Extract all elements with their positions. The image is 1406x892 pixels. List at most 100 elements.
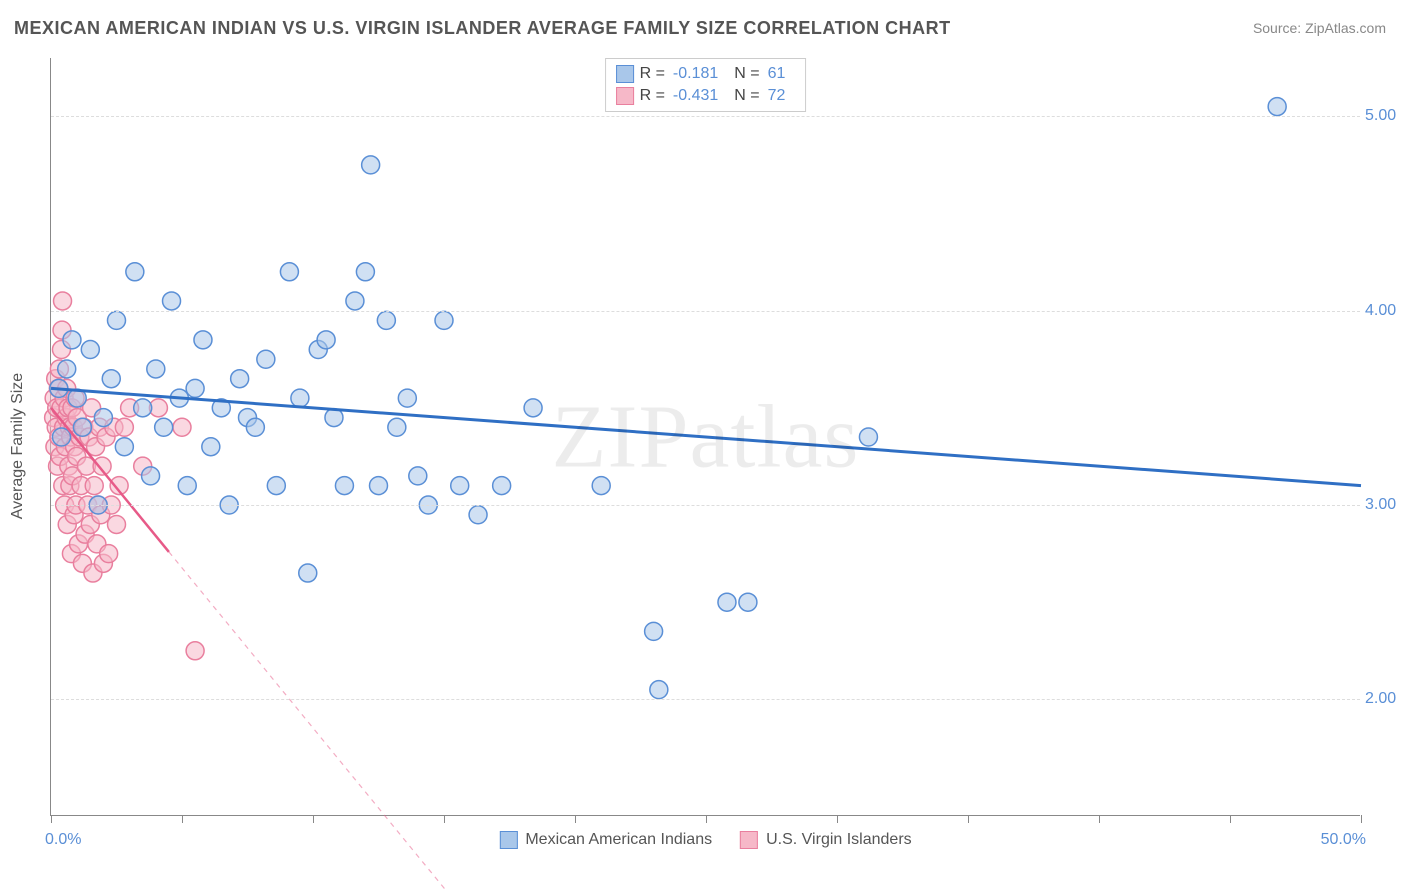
scatter-point — [63, 331, 81, 349]
stats-legend: R = -0.181 N = 61 R = -0.431 N = 72 — [605, 58, 807, 112]
y-tick-label: 3.00 — [1365, 496, 1406, 514]
y-axis-title: Average Family Size — [9, 373, 27, 519]
swatch-series-2b-icon — [740, 831, 758, 849]
r-value-2: -0.431 — [673, 85, 718, 107]
scatter-point — [202, 438, 220, 456]
legend-label-2: U.S. Virgin Islanders — [766, 831, 912, 849]
scatter-point — [493, 477, 511, 495]
scatter-point — [54, 292, 72, 310]
scatter-point — [163, 292, 181, 310]
scatter-point — [85, 477, 103, 495]
scatter-point — [409, 467, 427, 485]
scatter-point — [115, 438, 133, 456]
scatter-point — [147, 360, 165, 378]
x-tick — [1230, 815, 1231, 823]
scatter-point — [377, 311, 395, 329]
scatter-point — [100, 545, 118, 563]
scatter-point — [370, 477, 388, 495]
scatter-point — [93, 457, 111, 475]
scatter-point — [155, 418, 173, 436]
x-axis-min-label: 0.0% — [45, 831, 81, 849]
x-tick — [444, 815, 445, 823]
x-tick — [706, 815, 707, 823]
scatter-point — [362, 156, 380, 174]
scatter-point — [435, 311, 453, 329]
series-legend: Mexican American Indians U.S. Virgin Isl… — [499, 831, 911, 849]
scatter-point — [280, 263, 298, 281]
plot-svg — [51, 58, 1360, 815]
scatter-point — [592, 477, 610, 495]
x-tick — [837, 815, 838, 823]
scatter-point — [524, 399, 542, 417]
x-tick — [968, 815, 969, 823]
gridline-h — [51, 505, 1360, 506]
trend-line-extrapolated — [169, 552, 497, 892]
x-tick — [575, 815, 576, 823]
scatter-point — [108, 311, 126, 329]
scatter-point — [267, 477, 285, 495]
scatter-point — [58, 360, 76, 378]
legend-item-1: Mexican American Indians — [499, 831, 712, 849]
n-value-1: 61 — [768, 63, 786, 85]
legend-item-2: U.S. Virgin Islanders — [740, 831, 912, 849]
scatter-point — [451, 477, 469, 495]
x-tick — [51, 815, 52, 823]
chart-title: MEXICAN AMERICAN INDIAN VS U.S. VIRGIN I… — [14, 18, 951, 39]
y-tick-label: 5.00 — [1365, 107, 1406, 125]
scatter-point — [650, 681, 668, 699]
scatter-point — [859, 428, 877, 446]
scatter-point — [52, 428, 70, 446]
plot-area: ZIPatlas R = -0.181 N = 61 R = -0.431 N … — [50, 58, 1360, 816]
scatter-point — [257, 350, 275, 368]
x-tick — [1361, 815, 1362, 823]
swatch-series-1b-icon — [499, 831, 517, 849]
scatter-point — [231, 370, 249, 388]
gridline-h — [51, 116, 1360, 117]
scatter-point — [186, 642, 204, 660]
scatter-point — [94, 409, 112, 427]
y-tick-label: 4.00 — [1365, 302, 1406, 320]
x-tick — [1099, 815, 1100, 823]
scatter-point — [346, 292, 364, 310]
scatter-point — [178, 477, 196, 495]
gridline-h — [51, 699, 1360, 700]
stats-legend-row-1: R = -0.181 N = 61 — [616, 63, 796, 85]
scatter-point — [718, 593, 736, 611]
scatter-point — [388, 418, 406, 436]
scatter-point — [335, 477, 353, 495]
n-value-2: 72 — [768, 85, 786, 107]
scatter-point — [142, 467, 160, 485]
x-tick — [182, 815, 183, 823]
scatter-point — [398, 389, 416, 407]
stats-legend-row-2: R = -0.431 N = 72 — [616, 85, 796, 107]
scatter-point — [299, 564, 317, 582]
scatter-point — [194, 331, 212, 349]
scatter-point — [73, 418, 91, 436]
scatter-point — [469, 506, 487, 524]
scatter-point — [317, 331, 335, 349]
legend-label-1: Mexican American Indians — [525, 831, 712, 849]
scatter-point — [108, 515, 126, 533]
scatter-point — [645, 622, 663, 640]
swatch-series-1-icon — [616, 65, 634, 83]
scatter-point — [126, 263, 144, 281]
scatter-point — [134, 399, 152, 417]
scatter-point — [186, 379, 204, 397]
scatter-point — [173, 418, 191, 436]
chart-container: MEXICAN AMERICAN INDIAN VS U.S. VIRGIN I… — [0, 0, 1406, 892]
scatter-point — [356, 263, 374, 281]
scatter-point — [102, 370, 120, 388]
r-value-1: -0.181 — [673, 63, 718, 85]
x-tick — [313, 815, 314, 823]
scatter-point — [291, 389, 309, 407]
scatter-point — [246, 418, 264, 436]
y-tick-label: 2.00 — [1365, 690, 1406, 708]
scatter-point — [115, 418, 133, 436]
trend-line — [51, 388, 1361, 485]
swatch-series-2-icon — [616, 87, 634, 105]
scatter-point — [1268, 98, 1286, 116]
x-axis-max-label: 50.0% — [1321, 831, 1366, 849]
gridline-h — [51, 311, 1360, 312]
scatter-point — [739, 593, 757, 611]
source-attribution: Source: ZipAtlas.com — [1253, 20, 1386, 36]
